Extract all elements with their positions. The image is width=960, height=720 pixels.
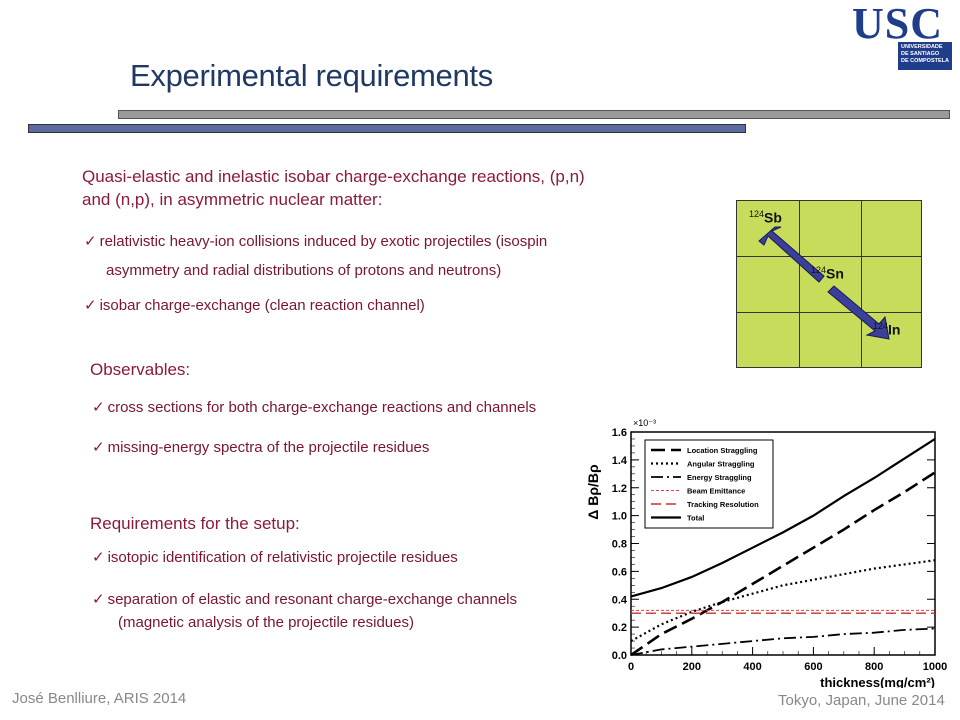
requirements-heading: Requirements for the setup: (90, 514, 300, 533)
check-icon: ✓ (92, 439, 105, 456)
grid-line (861, 201, 862, 367)
observable-1-text: cross sections for both charge-exchange … (107, 399, 537, 416)
y-tick-label: 1.6 (612, 427, 627, 439)
sn-mass: 124 (811, 265, 827, 275)
isotope-sn: 124Sn (811, 265, 844, 282)
series-line (630, 559, 936, 643)
requirement-2-cont: (magnetic analysis of the projectile res… (118, 614, 414, 631)
x-tick-label: 0 (628, 661, 634, 673)
y-tick-label: 0.2 (612, 622, 627, 634)
logo-line-2: DE SANTIAGO (901, 51, 940, 57)
y-multiplier: ×10⁻³ (633, 418, 656, 428)
check-icon: ✓ (92, 399, 105, 416)
logo-line-1: UNIVERSIDADE (901, 44, 943, 50)
x-tick-label: 400 (743, 661, 761, 673)
logo-badge: UNIVERSIDADE DE SANTIAGO DE COMPOSTELA (898, 42, 952, 70)
series-line (630, 627, 936, 656)
y-tick-label: 1.0 (612, 511, 627, 523)
isobar-chart-grid: 124Sb 124Sn 124In (736, 200, 922, 368)
usc-logo: USC UNIVERSIDADE DE SANTIAGO DE COMPOSTE… (852, 0, 952, 70)
bullet-1: ✓ relativistic heavy-ion collisions induc… (84, 232, 547, 250)
x-tick-label: 1000 (923, 661, 947, 673)
y-axis-label: Δ Bρ/Bρ (585, 464, 601, 520)
sb-mass: 124 (749, 209, 765, 219)
sn-symbol: Sn (826, 265, 844, 282)
bullet-1-cont: asymmetry and radial distributions of pr… (106, 262, 502, 279)
legend-label: Total (687, 514, 704, 523)
in-symbol: In (888, 321, 901, 338)
requirement-2-text: separation of elastic and resonant charg… (107, 591, 518, 608)
y-tick-label: 0.6 (612, 566, 627, 578)
sb-symbol: Sb (764, 209, 782, 226)
y-tick-label: 0.4 (612, 594, 628, 606)
legend-label: Angular Straggling (687, 460, 755, 469)
observable-1: ✓ cross sections for both charge-exchange… (92, 398, 536, 416)
footer-location: Tokyo, Japan, June 2014 (778, 692, 945, 709)
legend-label: Location Straggling (687, 446, 758, 455)
straggling-chart: 0.0 0.2 0.4 0.6 0.8 1.0 1.2 1.4 1.6 0 200 400 600 800… (585, 418, 947, 688)
bullet-2-text: isobar charge-exchange (clean reaction c… (99, 297, 425, 314)
grid-line (737, 312, 921, 313)
legend-box (644, 439, 774, 529)
y-tick-label: 0.8 (612, 539, 627, 551)
intro-text: Quasi-elastic and inelastic isobar charg… (82, 165, 585, 211)
y-tick-label: 0.0 (612, 650, 627, 662)
bullet-1-text: relativistic heavy-ion collisions induce… (99, 233, 548, 250)
x-axis-label: thickness(mg/cm²) (820, 675, 935, 688)
intro-line-2: and (n,p), in asymmetric nuclear matter: (82, 190, 383, 209)
x-tick-label: 600 (804, 661, 822, 673)
observables-heading: Observables: (90, 360, 191, 379)
logo-line-3: DE COMPOSTELA (901, 58, 949, 64)
logo-text: USC (852, 0, 944, 48)
requirement-1: ✓ isotopic identification of relativistic… (92, 548, 458, 566)
isobar-arrows (758, 226, 890, 340)
arrow-to-sb (758, 226, 825, 283)
grid-line (737, 256, 921, 257)
legend-label: Energy Straggling (687, 473, 752, 482)
title-underline-bottom (28, 124, 746, 133)
isotope-sb: 124Sb (749, 209, 782, 226)
legend-label: Tracking Resolution (687, 500, 759, 509)
y-tick-label: 1.2 (612, 483, 627, 495)
bullet-2: ✓ isobar charge-exchange (clean reaction … (84, 296, 425, 314)
requirement-1-text: isotopic identification of relativistic … (107, 549, 458, 566)
title-underline-top (118, 110, 950, 119)
arrow-to-in (827, 285, 890, 340)
x-tick-label: 200 (683, 661, 701, 673)
check-icon: ✓ (92, 549, 105, 566)
isotope-in: 124In (873, 321, 900, 338)
legend-label: Beam Emittance (687, 487, 745, 496)
check-icon: ✓ (84, 233, 97, 250)
footer-author: José Benlliure, ARIS 2014 (12, 690, 187, 707)
in-mass: 124 (873, 321, 889, 331)
check-icon: ✓ (84, 297, 97, 314)
grid-line (799, 201, 800, 367)
intro-line-1: Quasi-elastic and inelastic isobar charg… (82, 167, 585, 186)
x-tick-label: 800 (865, 661, 883, 673)
series-line (630, 438, 936, 598)
requirement-2: ✓ separation of elastic and resonant char… (92, 590, 517, 608)
slide-title: Experimental requirements (130, 58, 493, 93)
observable-2: ✓ missing-energy spectra of the projectil… (92, 438, 429, 456)
y-tick-label: 1.4 (612, 455, 628, 467)
observable-2-text: missing-energy spectra of the projectile… (107, 439, 430, 456)
check-icon: ✓ (92, 591, 105, 608)
